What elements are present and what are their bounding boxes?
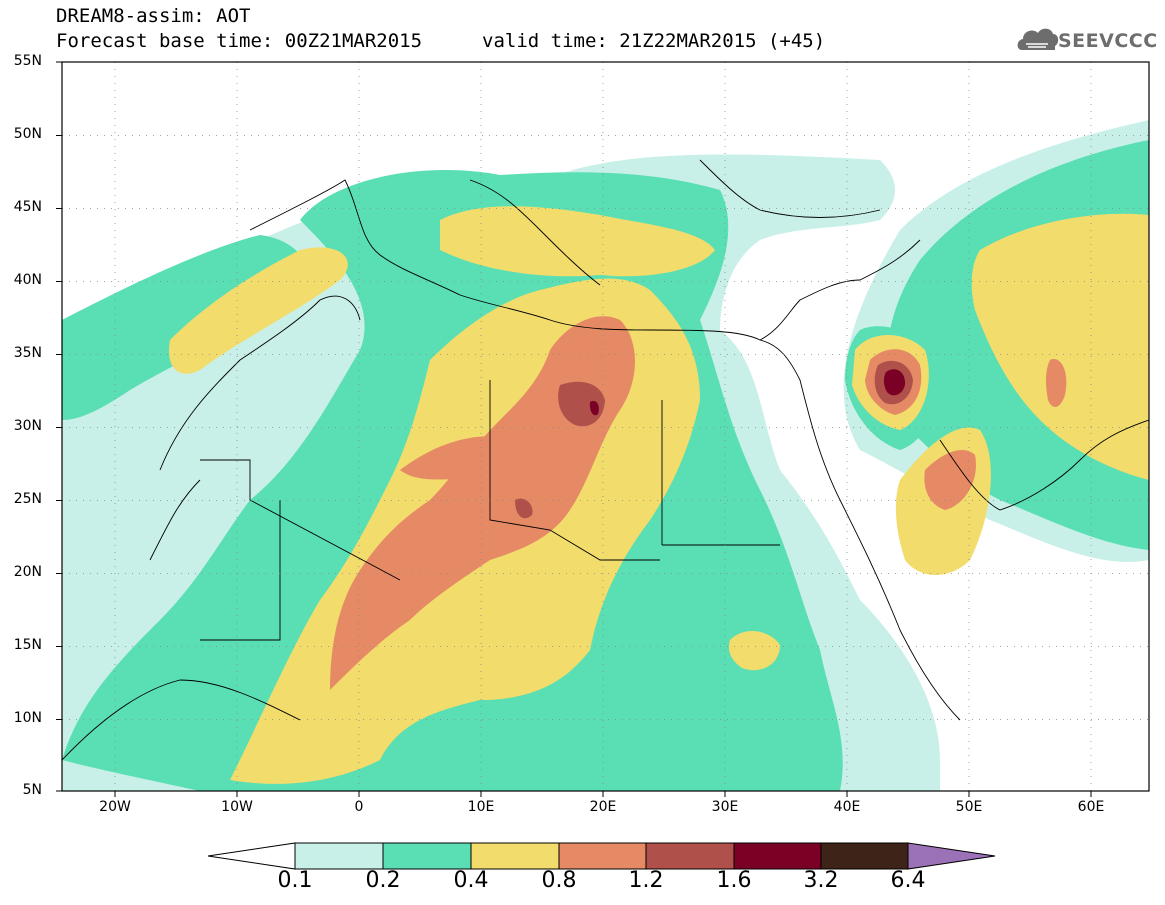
lat-label: 15N xyxy=(13,637,42,653)
lat-label: 55N xyxy=(13,53,42,69)
lat-label: 45N xyxy=(13,199,42,215)
lat-label: 25N xyxy=(13,491,42,507)
lon-label: 50E xyxy=(955,799,983,815)
lon-label: 20W xyxy=(99,799,131,815)
lon-label: 10W xyxy=(221,799,253,815)
colorbar-label: 6.4 xyxy=(890,868,926,893)
logo-text: SEEVCCC xyxy=(1058,30,1158,52)
colorbar-label: 0.2 xyxy=(365,868,401,893)
lat-label: 5N xyxy=(22,782,42,798)
lat-label: 30N xyxy=(13,418,42,434)
lon-label: 30E xyxy=(711,799,739,815)
map-frame xyxy=(61,61,1150,792)
colorbar-label: 0.8 xyxy=(541,868,577,893)
lon-label: 0 xyxy=(354,799,364,815)
colorbar-label: 0.4 xyxy=(453,868,489,893)
cloud-icon xyxy=(1017,28,1059,50)
lat-label: 40N xyxy=(13,272,42,288)
valid-time: valid time: 21Z22MAR2015 (+45) xyxy=(482,30,826,52)
lat-label: 10N xyxy=(13,710,42,726)
coastlines xyxy=(62,159,1149,761)
lon-label: 10E xyxy=(467,799,495,815)
aot-field xyxy=(62,62,1149,791)
lat-label: 35N xyxy=(13,345,42,361)
colorbar-label: 3.2 xyxy=(803,868,839,893)
lat-label: 50N xyxy=(13,126,42,142)
lat-label: 20N xyxy=(13,564,42,580)
colorbar-label: 1.6 xyxy=(716,868,752,893)
model-title: DREAM8-assim: AOT xyxy=(56,5,251,27)
lon-label: 60E xyxy=(1077,799,1105,815)
colorbar xyxy=(207,842,996,870)
axis-ticks xyxy=(56,61,1092,797)
lon-label: 40E xyxy=(833,799,861,815)
colorbar-label: 1.2 xyxy=(628,868,664,893)
grid xyxy=(62,62,1149,791)
lon-label: 20E xyxy=(589,799,617,815)
base-time: Forecast base time: 00Z21MAR2015 xyxy=(56,30,423,52)
colorbar-label: 0.1 xyxy=(277,868,313,893)
